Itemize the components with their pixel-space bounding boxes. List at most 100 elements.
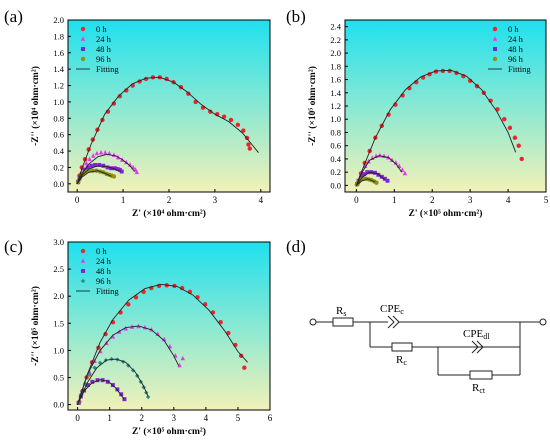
cpe-dl-element	[471, 340, 484, 354]
data-point	[127, 162, 133, 167]
y-tick-label: 0.2	[53, 162, 64, 172]
data-point	[241, 128, 246, 133]
fit-curve	[77, 358, 149, 405]
y-tick-label: 1.0	[53, 97, 64, 107]
legend-label: 48 h	[508, 44, 524, 54]
data-point	[91, 153, 96, 158]
fit-curve	[77, 325, 180, 405]
legend-marker	[80, 258, 86, 263]
y-tick-label: 0.6	[53, 130, 64, 140]
y-tick-label: 2.4	[330, 22, 341, 32]
y-tick-label: 1.5	[53, 318, 64, 328]
label-rc: Rc	[396, 354, 407, 367]
x-tick-label: 0	[75, 413, 80, 423]
x-tick-label: 4	[506, 195, 511, 205]
data-point	[180, 355, 185, 361]
data-point	[119, 392, 124, 397]
x-tick-label: 4	[204, 413, 209, 423]
legend-marker	[492, 26, 498, 32]
legend-marker	[492, 36, 498, 41]
legend-label: 0 h	[508, 24, 519, 34]
panel-label-d: (d)	[286, 237, 306, 256]
x-tick-label: 3	[468, 195, 473, 205]
y-tick-label: 1.0	[53, 345, 64, 355]
fit-curve	[356, 178, 376, 186]
data-point	[228, 117, 234, 123]
terminal-right	[539, 318, 547, 326]
data-point	[85, 383, 90, 388]
data-point	[90, 379, 95, 384]
data-point	[374, 180, 379, 185]
data-point	[85, 165, 90, 170]
y-axis-label: -Z'' (×10⁵ ohm·cm²)	[307, 66, 318, 146]
data-point	[488, 98, 493, 103]
x-tick-label: 0	[75, 195, 80, 205]
x-tick-label: 2	[167, 195, 172, 205]
terminal-left	[309, 318, 317, 326]
chart-2: 0 1 2 3 4 5 0.0 0.2 0.4 0.6 0.8 1.0 1.2 1.4 1.6 1.8 2.0 2…	[307, 19, 549, 219]
data-point	[126, 302, 131, 307]
y-tick-label: 0.5	[53, 372, 64, 382]
fit-curve	[356, 171, 386, 186]
legend-label: 0 h	[96, 246, 107, 256]
label-rs: Rs	[336, 305, 346, 318]
y-tick-label: 2.2	[330, 35, 341, 45]
plot-background	[68, 20, 270, 192]
legend-marker	[80, 248, 86, 254]
legend-marker	[81, 269, 85, 273]
legend-label: 96 h	[96, 54, 112, 64]
legend-marker	[81, 47, 85, 51]
legend-label: 24 h	[508, 34, 524, 44]
chart-1: 0 1 2 3 4 0.0 0.2 0.4 0.6 0.8 1.0 1.2 1.4 1.6 1.8 2.0 Z'…	[30, 15, 271, 219]
data-point	[235, 122, 241, 128]
x-tick-label: 3	[172, 413, 177, 423]
legend-marker	[80, 36, 86, 41]
legend-label: Fitting	[96, 64, 119, 74]
x-tick-label: 2	[139, 413, 144, 423]
data-point	[516, 143, 521, 148]
data-point	[362, 163, 368, 168]
legend-label: 48 h	[96, 266, 112, 276]
y-axis-label: -Z'' (×10⁵ ohm·cm²)	[30, 286, 41, 366]
data-point	[221, 114, 227, 119]
data-point	[93, 162, 98, 167]
label-rct: Rct	[472, 382, 486, 395]
y-axis-label: -Z'' (×10⁴ ohm·cm²)	[30, 66, 41, 146]
series-fitting	[77, 283, 248, 405]
y-tick-label: 1.6	[53, 48, 64, 58]
data-point	[385, 178, 390, 183]
x-tick-label: 1	[107, 413, 112, 423]
x-tick-label: 1	[392, 195, 397, 205]
data-point	[145, 394, 151, 400]
data-point	[365, 170, 370, 175]
y-tick-label: 0.6	[330, 141, 341, 151]
data-point	[115, 167, 120, 172]
y-tick-label: 1.8	[53, 31, 64, 41]
legend-marker	[80, 26, 86, 32]
resistor-rc	[391, 342, 413, 352]
y-tick-label: 3.0	[53, 237, 64, 247]
data-point	[382, 176, 387, 181]
data-point	[123, 325, 128, 331]
fit-curve	[76, 165, 121, 185]
data-point	[203, 302, 208, 307]
y-tick-label: 2.0	[53, 291, 64, 301]
y-tick-label: 0.2	[330, 167, 341, 177]
plot-background	[345, 20, 546, 192]
data-point	[179, 285, 185, 291]
data-point	[101, 163, 106, 168]
y-tick-label: 1.2	[330, 101, 341, 111]
data-point	[247, 146, 252, 151]
x-tick-label: 2	[430, 195, 435, 205]
data-point	[393, 160, 399, 165]
y-tick-label: 2.5	[53, 264, 64, 274]
data-point	[124, 88, 129, 93]
y-tick-label: 1.6	[330, 75, 341, 85]
label-cpe-dl: CPEdl	[463, 328, 490, 341]
legend-label: 48 h	[96, 44, 112, 54]
data-point	[84, 160, 89, 166]
equivalent-circuit	[309, 315, 547, 380]
data-point	[111, 174, 117, 179]
